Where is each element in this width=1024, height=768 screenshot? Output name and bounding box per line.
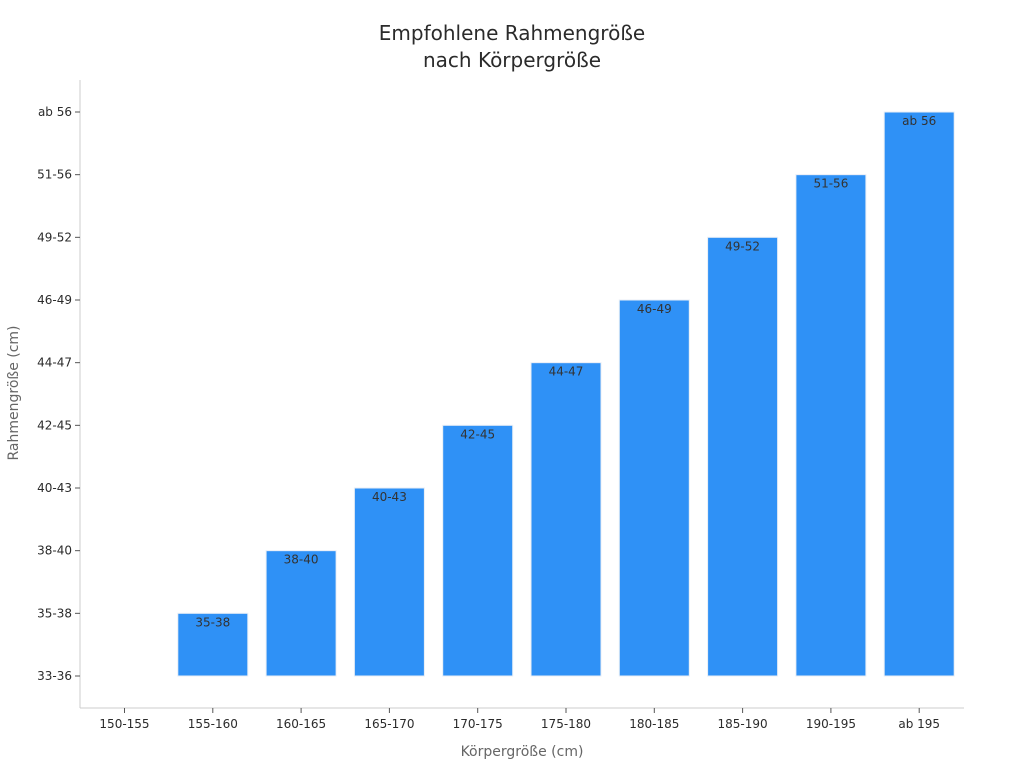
bar	[353, 487, 425, 677]
chart-title-line-2: nach Körpergröße	[422, 48, 602, 72]
y-ticks: 33-36 35-38 38-40 40-43 42-45 44-47 46-49 49-52…	[37, 105, 80, 683]
y-tick-label: 51-56	[37, 168, 72, 182]
y-tick-label: 49-52	[37, 230, 72, 244]
bar	[883, 111, 955, 677]
bar	[618, 299, 690, 677]
bar-value-label: 35-38	[195, 615, 230, 629]
bar	[265, 550, 337, 677]
y-tick-label: 44-47	[37, 356, 72, 370]
chart-title: Empfohlene Rahmengröße nach Körpergröße	[0, 20, 1024, 74]
y-tick-label: ab 56	[38, 105, 72, 119]
x-tick-label: 185-190	[718, 717, 768, 731]
bar	[530, 362, 602, 677]
axes	[79, 80, 964, 709]
bar-value-label: 46-49	[637, 302, 672, 316]
y-tick-label: 35-38	[37, 606, 72, 620]
y-tick-label: 33-36	[37, 669, 72, 683]
bar-value-label: 38-40	[284, 553, 319, 567]
y-tick-label: 38-40	[37, 544, 72, 558]
bar-labels: 35-38 38-40 40-43 42-45 44-47 46-49 49-52 51-56…	[195, 114, 936, 629]
bar-value-label: ab 56	[902, 114, 936, 128]
chart-title-line-1: Empfohlene Rahmengröße	[378, 21, 646, 45]
bar	[795, 174, 867, 677]
x-ticks: 150-155 155-160 160-165 165-170 170-175 175-1…	[99, 708, 940, 731]
x-axis-title: Körpergröße (cm)	[461, 744, 584, 760]
x-tick-label: 160-165	[276, 717, 326, 731]
bar-value-label: 42-45	[460, 427, 495, 441]
bar-value-label: 49-52	[725, 239, 760, 253]
x-tick-label: 155-160	[188, 717, 238, 731]
x-tick-label: 165-170	[364, 717, 414, 731]
x-tick-label: 180-185	[629, 717, 679, 731]
bars	[177, 111, 955, 677]
bar	[707, 236, 779, 677]
bar-value-label: 40-43	[372, 490, 407, 504]
x-tick-label: ab 195	[898, 717, 940, 731]
bar-value-label: 51-56	[813, 177, 848, 191]
x-tick-label: 190-195	[806, 717, 856, 731]
y-tick-label: 46-49	[37, 293, 72, 307]
y-tick-label: 40-43	[37, 481, 72, 495]
y-axis-title: Rahmengröße (cm)	[6, 325, 22, 460]
x-tick-label: 150-155	[99, 717, 149, 731]
bar	[442, 424, 514, 677]
y-tick-label: 42-45	[37, 418, 72, 432]
bar	[177, 612, 249, 677]
x-tick-label: 175-180	[541, 717, 591, 731]
bar-value-label: 44-47	[549, 365, 584, 379]
x-tick-label: 170-175	[453, 717, 503, 731]
